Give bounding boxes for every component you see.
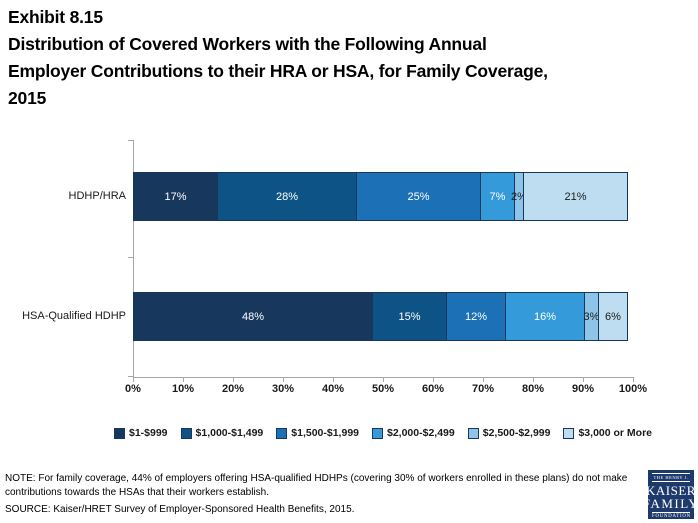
segment-value-label: 12%	[464, 310, 488, 323]
segment-value-label: 21%	[564, 190, 587, 203]
legend-swatch	[372, 427, 383, 439]
x-axis-tick-label: 50%	[371, 383, 395, 395]
category-label: HDHP/HRA	[68, 190, 126, 202]
legend-label: $2,000-$2,499	[387, 427, 455, 439]
x-axis-tick-label: 70%	[471, 383, 495, 395]
y-axis-tick	[128, 376, 133, 377]
chart-legend: $1-$999 $1,000-$1,499 $1,500-$1,999 $2,000-…	[68, 427, 698, 439]
legend-swatch	[467, 427, 479, 439]
bar-segment: 48%	[133, 292, 373, 341]
x-axis-tick	[183, 378, 184, 382]
x-axis-tick	[283, 378, 284, 382]
x-axis-tick-label: 90%	[571, 383, 595, 395]
bar-segment: 7%	[480, 172, 515, 221]
x-axis-tick	[583, 378, 584, 382]
segment-value-label: 16%	[533, 310, 557, 323]
x-axis-tick-label: 20%	[221, 383, 245, 395]
segment-value-label: 2%	[511, 190, 527, 203]
bar-segment: 21%	[523, 172, 628, 221]
legend-item: $3,000 or More	[563, 427, 652, 439]
bar-row: 48% 15% 12% 16% 3% 6%	[133, 292, 628, 341]
x-axis-tick	[333, 378, 334, 382]
title-line-2: Employer Contributions to their HRA or H…	[8, 61, 548, 81]
bar-segment: 6%	[598, 292, 628, 341]
category-label: HSA-Qualified HDHP	[22, 310, 126, 322]
x-axis-tick	[433, 378, 434, 382]
legend-label: $3,000 or More	[578, 427, 653, 439]
y-axis-tick	[128, 140, 133, 141]
x-axis-tick-label: 10%	[171, 383, 195, 395]
legend-swatch	[563, 427, 575, 439]
source-text: SOURCE: Kaiser/HRET Survey of Employer-S…	[5, 504, 355, 515]
segment-value-label: 15%	[398, 310, 421, 323]
logo-text-kaiser: KAISER	[646, 483, 696, 498]
title-line-1: Distribution of Covered Workers with the…	[8, 34, 487, 54]
legend-item: $1-$999	[113, 427, 168, 439]
x-axis-line	[133, 377, 634, 378]
legend-item: $1,500-$1,999	[276, 427, 359, 439]
segment-value-label: 48%	[241, 310, 265, 323]
segment-value-label: 28%	[275, 190, 299, 203]
bar-segment: 3%	[584, 292, 599, 341]
exhibit-number: Exhibit 8.15	[8, 7, 103, 27]
x-axis-tick	[533, 378, 534, 382]
note-text: NOTE: For family coverage, 44% of employ…	[5, 473, 628, 498]
legend-swatch	[180, 427, 192, 439]
x-axis-tick	[133, 378, 134, 382]
segment-value-label: 7%	[489, 190, 506, 203]
x-axis-tick-label: 0%	[125, 383, 141, 395]
y-axis-line	[133, 140, 134, 378]
x-axis-tick	[633, 378, 634, 382]
logo-text-henry-j: THE HENRY J.	[652, 473, 690, 482]
x-axis-tick-label: 80%	[521, 383, 545, 395]
x-axis-tick-label: 30%	[271, 383, 295, 395]
exhibit-title: Exhibit 8.15 Distribution of Covered Wor…	[8, 4, 648, 112]
segment-value-label: 17%	[164, 190, 187, 203]
logo-text-foundation: FOUNDATION	[652, 511, 690, 519]
x-axis-tick-label: 100%	[618, 383, 648, 395]
y-axis-tick	[128, 257, 133, 258]
legend-swatch	[276, 427, 288, 439]
bar-segment: 15%	[372, 292, 447, 341]
logo-text-family: FAMILY	[642, 496, 698, 511]
segment-value-label: 3%	[583, 310, 600, 323]
bar-segment: 12%	[446, 292, 506, 341]
legend-label: $1-$999	[128, 427, 168, 439]
legend-label: $1,500-$1,999	[291, 427, 359, 439]
title-line-3: 2015	[8, 88, 47, 108]
legend-item: $2,500-$2,999	[467, 427, 551, 439]
segment-value-label: 6%	[605, 310, 621, 323]
legend-label: $2,500-$2,999	[482, 427, 551, 439]
bar-segment: 28%	[217, 172, 357, 221]
x-axis-tick	[233, 378, 234, 382]
bar-segment: 17%	[133, 172, 218, 221]
bar-segment: 16%	[505, 292, 585, 341]
bar-row: 17% 28% 25% 7% 2% 21%	[133, 172, 628, 221]
bar-segment: 25%	[356, 172, 481, 221]
x-axis-tick	[483, 378, 484, 382]
x-axis-tick	[383, 378, 384, 382]
legend-swatch	[113, 427, 125, 439]
segment-value-label: 25%	[407, 190, 430, 203]
x-axis-tick-label: 60%	[421, 383, 445, 395]
kaiser-family-foundation-logo: THE HENRY J. KAISER FAMILY FOUNDATION	[643, 470, 698, 519]
legend-item: $2,000-$2,499	[372, 427, 455, 439]
legend-item: $1,000-$1,499	[180, 427, 264, 439]
x-axis-tick-label: 40%	[321, 383, 345, 395]
legend-label: $1,000-$1,499	[195, 427, 264, 439]
